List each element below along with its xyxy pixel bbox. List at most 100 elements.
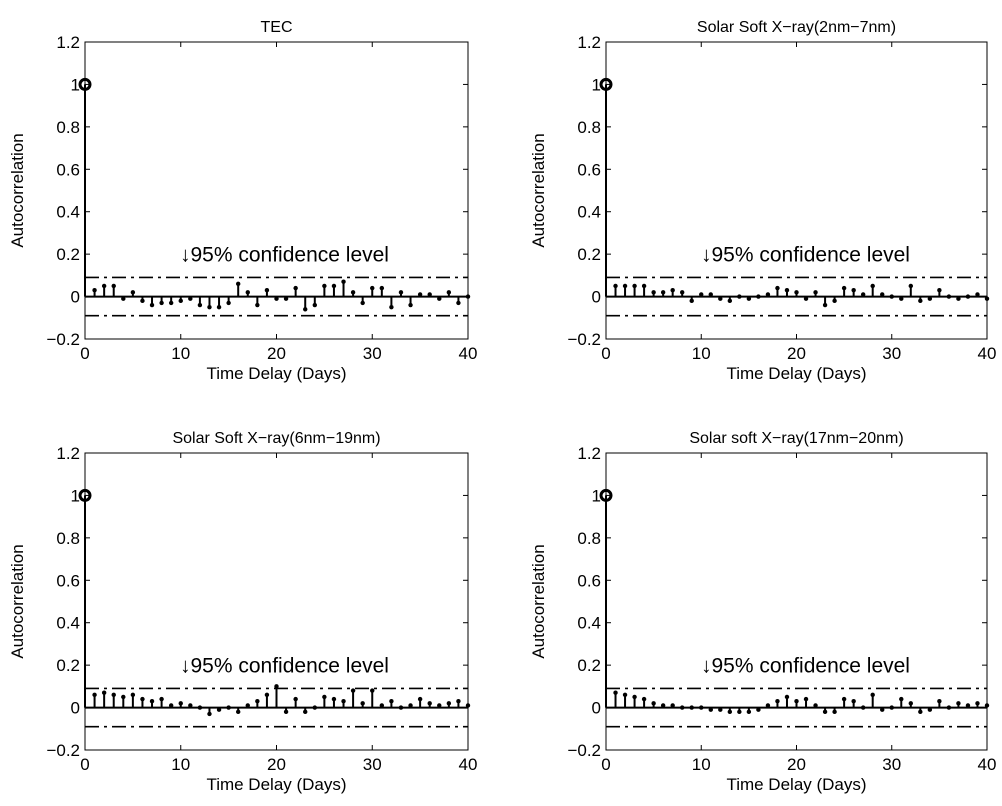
stem-marker bbox=[437, 296, 442, 301]
stem-marker bbox=[832, 298, 837, 304]
stem-marker bbox=[803, 296, 809, 301]
stem-marker bbox=[331, 696, 337, 702]
confidence-annotation: ↓95% confidence level bbox=[701, 244, 910, 267]
stem-marker bbox=[312, 302, 317, 308]
stem-marker bbox=[197, 302, 203, 308]
stem-marker bbox=[207, 711, 212, 717]
stem-marker bbox=[841, 696, 847, 702]
stem-marker bbox=[159, 696, 164, 702]
y-tick-label: 0.4 bbox=[56, 614, 80, 633]
stem-marker bbox=[775, 699, 780, 704]
stem-marker bbox=[149, 302, 155, 308]
stem-marker bbox=[927, 296, 933, 301]
stem-marker bbox=[446, 290, 452, 295]
stem-marker bbox=[379, 703, 385, 708]
stem-marker bbox=[140, 298, 145, 304]
stem-marker bbox=[870, 692, 875, 698]
y-tick-label: −0.2 bbox=[46, 330, 80, 349]
x-axis-label: Time Delay (Days) bbox=[726, 775, 866, 794]
y-axis-label: Autocorrelation bbox=[529, 544, 548, 658]
stem-marker bbox=[651, 701, 656, 706]
stem-marker bbox=[322, 694, 327, 700]
y-tick-label: 0.8 bbox=[56, 118, 80, 137]
y-tick-label: 1 bbox=[592, 486, 601, 505]
stem-marker bbox=[699, 705, 704, 710]
stem-marker bbox=[841, 285, 847, 291]
stem-marker bbox=[255, 302, 260, 308]
stem-marker bbox=[889, 294, 894, 299]
stem-marker bbox=[860, 705, 866, 710]
y-tick-label: −0.2 bbox=[567, 330, 601, 349]
stem-marker bbox=[794, 290, 799, 295]
stem-marker bbox=[765, 703, 771, 708]
x-axis-label: Time Delay (Days) bbox=[726, 364, 866, 383]
stem-marker bbox=[207, 304, 212, 310]
stem-marker bbox=[689, 705, 694, 710]
stem-marker bbox=[408, 302, 413, 308]
y-tick-label: 0.8 bbox=[56, 529, 80, 548]
y-tick-label: 1.2 bbox=[56, 444, 80, 463]
stem-marker bbox=[870, 283, 875, 289]
y-tick-label: 0.2 bbox=[56, 656, 80, 675]
stem-marker bbox=[680, 290, 685, 295]
stem-marker-lag-0 bbox=[78, 77, 92, 91]
stem-marker bbox=[622, 283, 628, 289]
x-tick-label: 30 bbox=[882, 755, 901, 774]
stem-marker bbox=[708, 292, 713, 297]
stem-marker-lag-0 bbox=[599, 77, 613, 91]
y-tick-label: 0.4 bbox=[577, 614, 601, 633]
y-axis-label: Autocorrelation bbox=[8, 544, 27, 658]
stem-marker bbox=[860, 292, 866, 297]
stem-marker bbox=[456, 699, 461, 704]
stem-marker bbox=[975, 701, 980, 706]
stem-marker-lag-0 bbox=[78, 488, 92, 502]
stem-marker bbox=[946, 294, 952, 299]
stem-marker bbox=[322, 283, 327, 289]
stem-marker bbox=[641, 696, 647, 702]
x-tick-label: 30 bbox=[363, 755, 382, 774]
stem-marker bbox=[427, 701, 432, 706]
confidence-annotation: ↓95% confidence level bbox=[180, 655, 389, 678]
stem-marker bbox=[255, 699, 260, 704]
stem-marker bbox=[92, 288, 97, 293]
stem-marker bbox=[370, 285, 375, 291]
x-tick-label: 20 bbox=[267, 755, 286, 774]
stem-marker bbox=[918, 709, 923, 715]
stem-marker bbox=[111, 692, 116, 698]
x-tick-label: 10 bbox=[692, 755, 711, 774]
stem-marker bbox=[226, 705, 231, 710]
x-tick-label: 30 bbox=[882, 344, 901, 363]
stem-marker bbox=[331, 283, 337, 289]
stem-marker bbox=[226, 300, 231, 306]
stem-marker bbox=[350, 290, 356, 295]
stem-marker bbox=[370, 688, 375, 693]
y-tick-label: −0.2 bbox=[46, 741, 80, 760]
stem-marker bbox=[908, 283, 913, 289]
x-tick-label: 10 bbox=[692, 344, 711, 363]
y-tick-label: 1.2 bbox=[577, 33, 601, 52]
chart-panel-2: Solar Soft X−ray(2nm−7nm)−0.200.20.40.60… bbox=[529, 19, 996, 383]
stem-marker bbox=[159, 300, 164, 306]
stem-marker bbox=[632, 694, 637, 700]
stem-marker bbox=[389, 699, 394, 704]
x-tick-label: 40 bbox=[978, 344, 997, 363]
confidence-annotation: ↓95% confidence level bbox=[180, 244, 389, 267]
stem-marker bbox=[784, 288, 790, 293]
y-tick-label: 0.8 bbox=[577, 118, 601, 137]
stem-marker bbox=[708, 707, 713, 712]
stem-marker bbox=[293, 285, 298, 291]
stem-marker bbox=[937, 288, 942, 293]
stem-marker bbox=[274, 296, 279, 301]
y-tick-label: 0.4 bbox=[577, 203, 601, 222]
stem-marker bbox=[437, 703, 442, 708]
stem-marker bbox=[465, 294, 471, 299]
y-tick-label: 0.6 bbox=[56, 571, 80, 590]
x-tick-label: 20 bbox=[267, 344, 286, 363]
stem-marker bbox=[784, 694, 790, 700]
chart-panel-3: Solar Soft X−ray(6nm−19nm)−0.200.20.40.6… bbox=[8, 430, 477, 794]
stem-marker bbox=[149, 699, 155, 704]
stem-marker bbox=[880, 292, 885, 297]
stem-marker bbox=[389, 304, 394, 310]
stem-marker bbox=[236, 709, 241, 715]
